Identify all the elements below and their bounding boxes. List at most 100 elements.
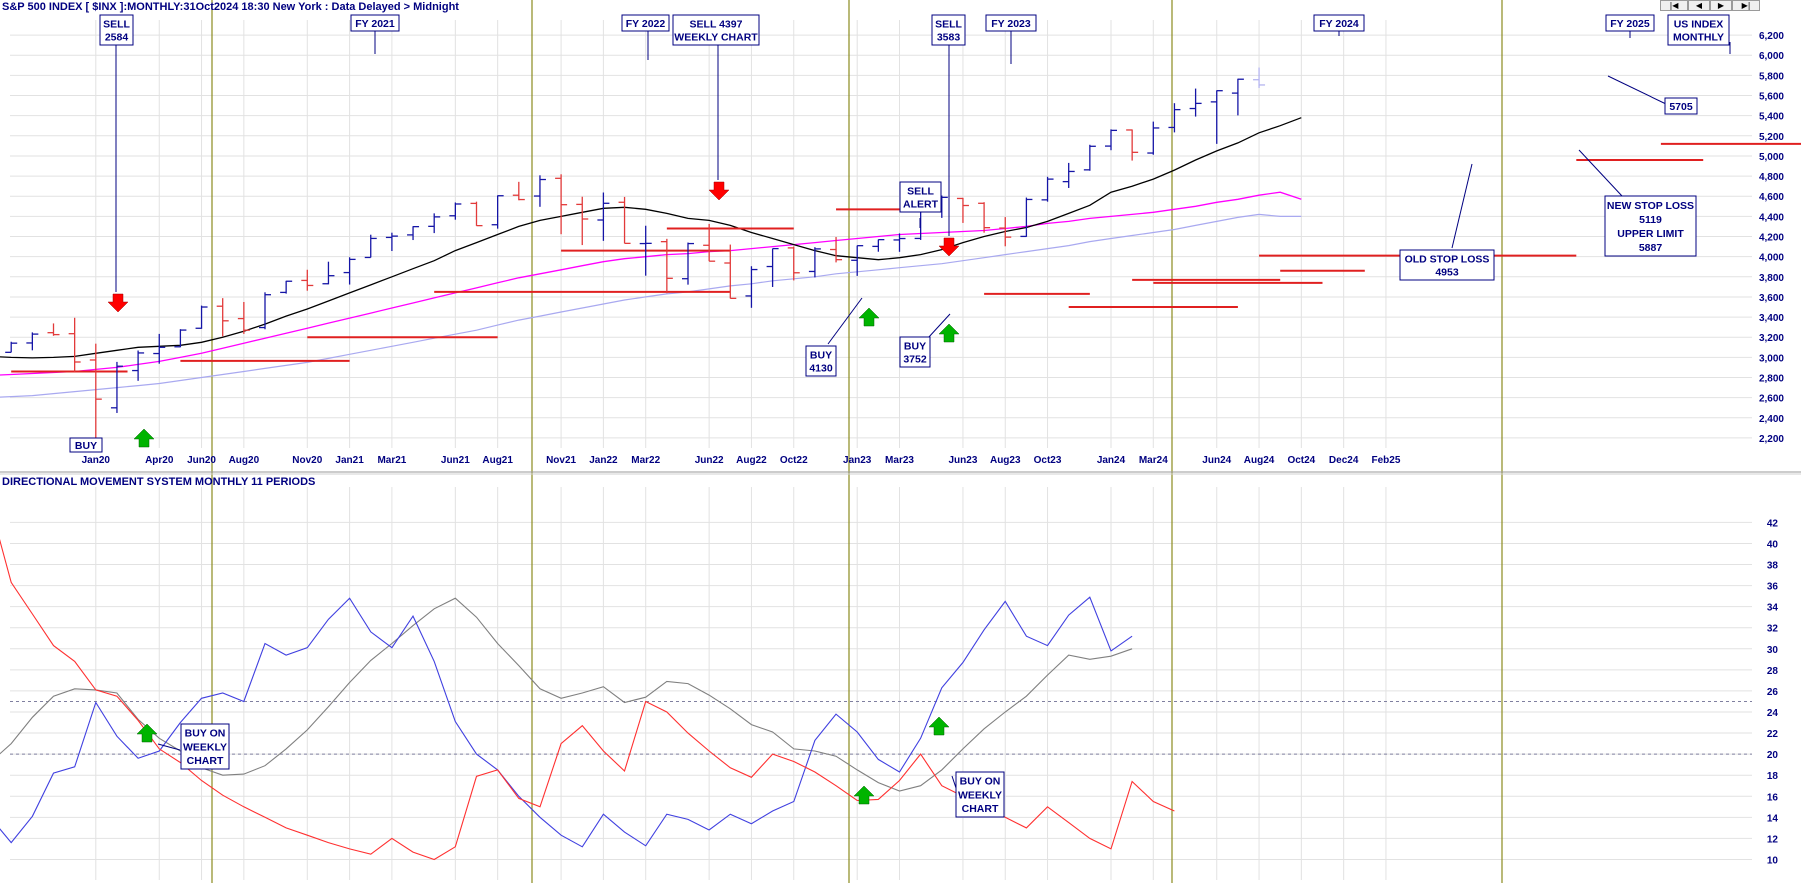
annotation-text: SELL <box>103 18 130 30</box>
price-bar <box>68 317 81 372</box>
price-bar <box>1105 129 1117 151</box>
nav-first-button[interactable]: |◀ <box>1660 0 1688 11</box>
indicator-y-tick-label: 32 <box>1767 624 1779 635</box>
annotation-text: WEEKLY CHART <box>674 31 758 43</box>
x-tick-label: Jun20 <box>187 455 216 466</box>
annotation-text: CHART <box>187 755 224 767</box>
price-y-tick-label: 3,800 <box>1759 273 1784 284</box>
x-tick-label: Jan23 <box>843 455 872 466</box>
connector-13 <box>827 297 863 345</box>
indicator-y-axis: 10 12 14 16 18 20 22 24 26 28 30 32 34 36 38 40 42 <box>1767 518 1779 866</box>
price-bar <box>703 223 716 262</box>
annotation-text: 3583 <box>937 31 961 43</box>
annotation-text: 3752 <box>903 353 927 365</box>
annotation-fy-2021: FY 2021 <box>350 14 400 32</box>
price-y-tick-label: 3,600 <box>1759 293 1784 304</box>
price-bar <box>1062 162 1075 188</box>
nav-next-button[interactable]: ▶ <box>1710 0 1732 11</box>
indicator-y-tick-label: 40 <box>1767 539 1779 550</box>
price-y-tick-label: 3,400 <box>1759 313 1784 324</box>
connector-11 <box>1578 149 1623 197</box>
annotation-text: 5705 <box>1669 101 1693 113</box>
indicator-y-tick-label: 22 <box>1767 729 1779 740</box>
price-bar <box>385 232 398 252</box>
nav-prev-button[interactable]: ◀ <box>1688 0 1710 11</box>
price-y-tick-label: 4,000 <box>1759 253 1784 264</box>
indicator-y-tick-label: 18 <box>1767 771 1779 782</box>
price-bar <box>893 233 906 252</box>
price-bar <box>745 266 758 308</box>
x-tick-label: Mar21 <box>377 455 406 466</box>
connector-15 <box>157 743 181 751</box>
x-tick-label: Jan21 <box>335 455 364 466</box>
x-tick-label: Jan20 <box>82 455 111 466</box>
indicator-y-tick-label: 36 <box>1767 582 1779 593</box>
price-bar <box>110 361 123 413</box>
price-y-tick-label: 5,800 <box>1759 71 1784 82</box>
buy-arrow-2020 <box>133 428 155 448</box>
price-bar <box>639 225 652 276</box>
price-bar <box>449 202 462 220</box>
annotation-box <box>1605 14 1655 32</box>
indicator-title: DIRECTIONAL MOVEMENT SYSTEM MONTHLY 11 P… <box>2 476 315 488</box>
annotation-box <box>805 345 837 377</box>
x-tick-label: Jun23 <box>948 455 977 466</box>
price-bar <box>322 261 335 285</box>
indicator-y-tick-label: 34 <box>1767 603 1779 614</box>
annotation-text: BUY ON <box>185 728 226 740</box>
annotation-text: NEW STOP LOSS <box>1607 200 1694 212</box>
annotation-text: BUY <box>810 349 832 361</box>
price-bars <box>5 67 1266 439</box>
price-bar <box>851 245 864 276</box>
price-bar <box>533 175 546 207</box>
indicator-y-tick-label: 26 <box>1767 687 1779 698</box>
annotation-text: SELL <box>935 18 962 30</box>
annotation-box <box>350 14 400 32</box>
annotation-new-stop: NEW STOP LOSS 5119 UPPER LIMIT 5887 <box>1604 195 1697 257</box>
annotation-text: FY 2024 <box>1319 18 1359 30</box>
annotation-text: 4953 <box>1435 266 1459 278</box>
annotation-text: 5887 <box>1639 242 1663 254</box>
x-tick-label: Aug23 <box>990 455 1021 466</box>
sell-arrow-oct22 <box>938 237 960 257</box>
price-bar <box>1253 67 1266 88</box>
annotation-text: FY 2021 <box>355 18 395 30</box>
x-tick-label: Mar22 <box>631 455 660 466</box>
annotation-text: MONTHLY <box>1673 31 1724 43</box>
buy-arrow-ind-3 <box>928 716 950 736</box>
annotation-fy-2023: FY 2023 <box>985 14 1037 32</box>
price-bar <box>364 234 377 259</box>
price-bar <box>89 343 102 439</box>
price-bar <box>618 196 631 245</box>
x-tick-label: Aug21 <box>482 455 513 466</box>
indicator-y-tick-label: 42 <box>1767 518 1779 529</box>
price-bar <box>428 213 441 234</box>
chart-title: S&P 500 INDEX [ $INX ]:MONTHLY:31Oct2024… <box>2 1 459 13</box>
annotation-connectors <box>115 22 1731 801</box>
sell-arrow-2022 <box>708 181 730 201</box>
price-bar <box>956 197 969 223</box>
nav-last-button[interactable]: ▶| <box>1732 0 1760 11</box>
buy-arrow-jul22 <box>858 307 880 327</box>
annotation-text: BUY ON <box>960 776 1001 788</box>
x-tick-label: Jun21 <box>441 455 470 466</box>
annotation-text: BUY <box>75 440 97 452</box>
annotation-val-5705: 5705 <box>1664 97 1698 115</box>
price-bar <box>491 195 504 229</box>
annotation-box <box>1399 249 1495 281</box>
price-bar <box>1041 176 1054 202</box>
annotation-text: SELL <box>907 185 934 197</box>
indicator-y-tick-label: 16 <box>1767 792 1779 803</box>
price-bar <box>576 196 589 246</box>
price-bar <box>1020 197 1033 238</box>
price-y-tick-label: 5,200 <box>1759 132 1784 143</box>
price-y-tick-label: 2,400 <box>1759 414 1784 425</box>
price-bar <box>1147 121 1160 155</box>
price-bar <box>872 238 885 252</box>
price-bar <box>5 341 18 353</box>
